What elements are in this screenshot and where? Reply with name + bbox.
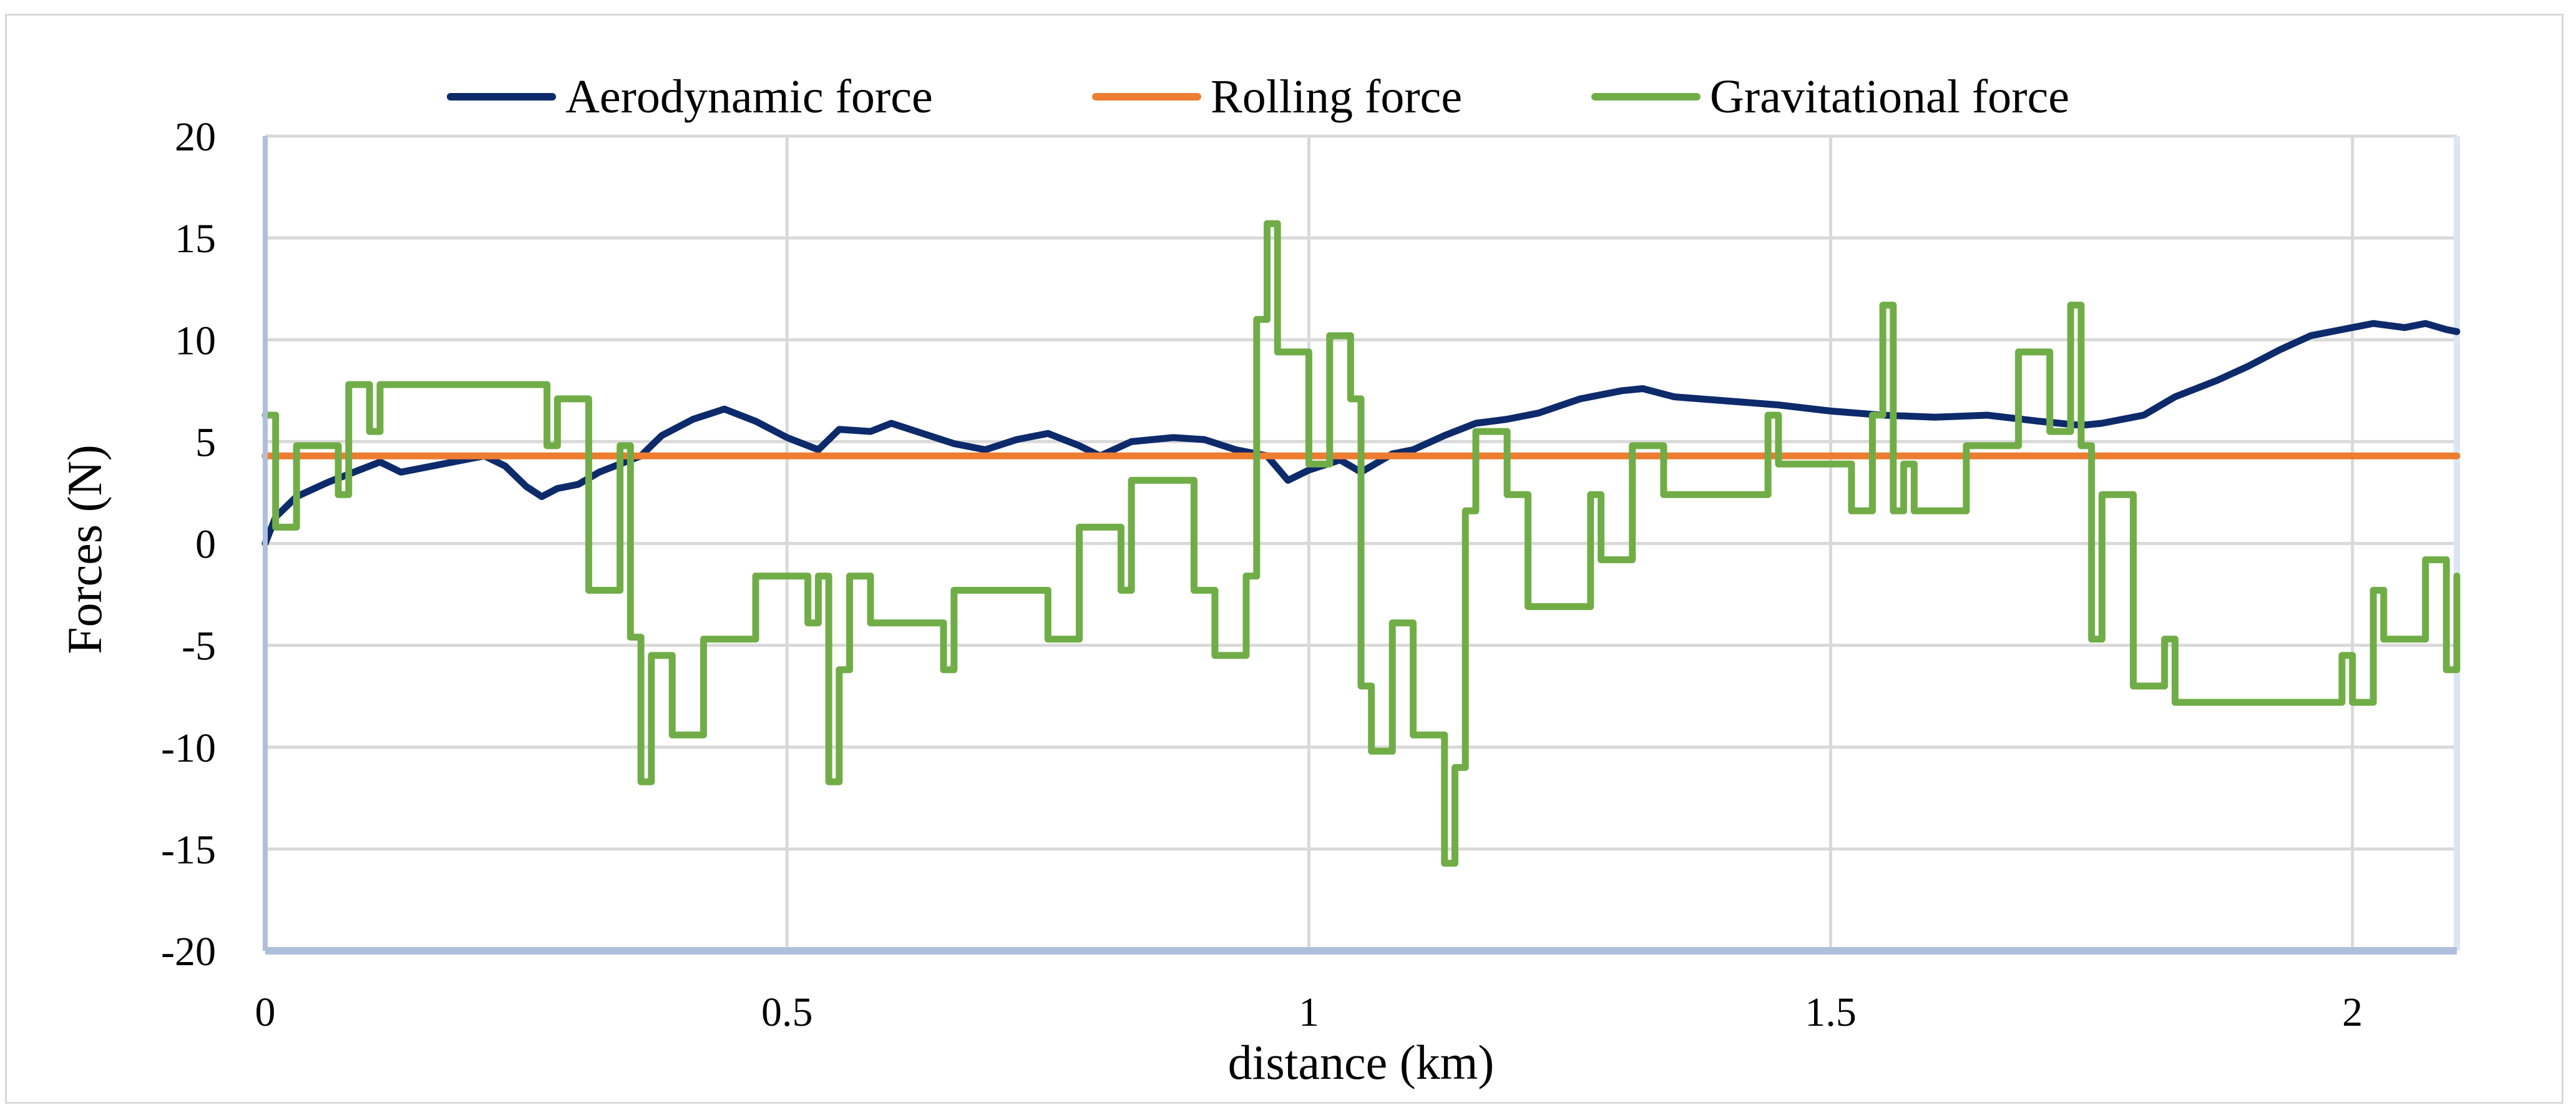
axes — [263, 136, 2457, 955]
y-tick-label: 20 — [175, 114, 216, 160]
y-tick-label: 10 — [175, 318, 216, 363]
y-tick-label: -10 — [161, 725, 216, 771]
chart-frame — [5, 14, 2564, 1104]
x-tick-label: 2 — [2342, 990, 2363, 1035]
y-axis-title: Forces (N) — [57, 445, 112, 654]
series-line-aerodynamic-force — [261, 320, 2461, 547]
y-tick-label: -20 — [161, 929, 216, 975]
y-tick-label: -15 — [161, 827, 216, 873]
y-tick-label: 0 — [195, 522, 216, 567]
series-line-gravitational-force — [261, 220, 2461, 867]
x-tick-label: 0.5 — [761, 990, 813, 1035]
y-tick-label: 5 — [195, 420, 216, 465]
y-tick-label: -5 — [182, 624, 216, 669]
x-axis-title: distance (km) — [1228, 1035, 1495, 1089]
tick-labels: -20 -15 -10 -5 0 5 10 15 20 0 0.5 1 1.5 2 — [161, 114, 2363, 1035]
legend-label: Gravitational force — [1710, 71, 2069, 123]
x-tick-label: 0 — [255, 990, 276, 1035]
x-tick-label: 1 — [1299, 990, 1319, 1035]
legend: Aerodynamic force Rolling force Gravitatio… — [447, 71, 2069, 123]
legend-label: Aerodynamic force — [565, 71, 933, 123]
legend-label: Rolling force — [1211, 71, 1462, 123]
x-tick-label: 1.5 — [1805, 990, 1856, 1035]
series-layer — [261, 220, 2461, 867]
y-tick-label: 15 — [175, 216, 216, 262]
